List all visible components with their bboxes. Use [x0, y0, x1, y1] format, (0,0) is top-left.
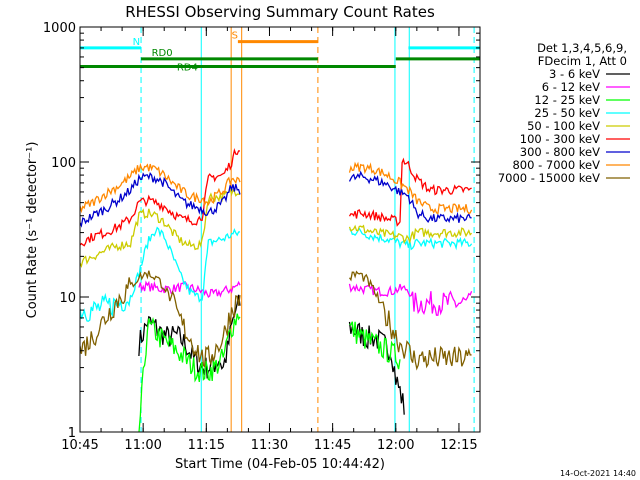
state-bar-label-N: N: [133, 37, 140, 48]
legend-entry-8: 7000 - 15000 keV: [498, 171, 600, 185]
x-tick-label: 11:15: [188, 438, 225, 453]
state-bar-label-RD0: RD0: [152, 48, 173, 59]
y-tick-label: 100: [51, 156, 76, 171]
series-line-2: [138, 313, 401, 432]
state-bar-label-S: S: [232, 31, 238, 42]
state-bar-label-RD4: RD4: [177, 62, 198, 73]
x-tick-label: 12:00: [377, 438, 414, 453]
legend: Det 1,3,4,5,6,9,FDecim 1, Att 03 - 6 keV…: [498, 41, 630, 185]
x-tick-label: 11:45: [314, 438, 351, 453]
series-line-5: [80, 147, 472, 247]
series-line-3: [80, 226, 473, 322]
x-axis-label: Start Time (04-Feb-05 10:44:42): [175, 457, 385, 472]
y-tick-label: 10: [59, 291, 76, 306]
series-line-7: [80, 161, 473, 215]
x-tick-label: 12:15: [440, 438, 477, 453]
legend-entry-5: 100 - 300 keV: [520, 132, 600, 146]
x-tick-label: 11:00: [124, 438, 161, 453]
series-line-1: [138, 280, 473, 316]
series-line-8: [80, 270, 472, 371]
legend-entry-7: 800 - 7000 keV: [512, 158, 600, 172]
y-axis-label: Count Rate (s⁻¹ detector⁻¹): [25, 142, 40, 319]
legend-entry-0: 3 - 6 keV: [549, 67, 600, 81]
legend-entry-4: 50 - 100 keV: [527, 119, 600, 133]
legend-entry-6: 300 - 800 keV: [520, 145, 600, 159]
plot-frame: [79, 26, 481, 433]
chart-title: RHESSI Observing Summary Count Rates: [125, 3, 435, 21]
legend-header-1: FDecim 1, Att 0: [538, 54, 627, 68]
x-tick-label: 10:45: [61, 438, 98, 453]
x-tick-label: 11:30: [251, 438, 288, 453]
y-tick-label: 1: [68, 426, 76, 441]
legend-entry-2: 12 - 25 keV: [534, 93, 600, 107]
y-tick-label: 1000: [43, 21, 76, 36]
series-line-6: [80, 170, 472, 228]
legend-header-0: Det 1,3,4,5,6,9,: [537, 41, 627, 55]
legend-entry-3: 25 - 50 keV: [534, 106, 600, 120]
footer-timestamp: 14-Oct-2021 14:40: [560, 469, 636, 478]
legend-entry-1: 6 - 12 keV: [542, 80, 600, 94]
